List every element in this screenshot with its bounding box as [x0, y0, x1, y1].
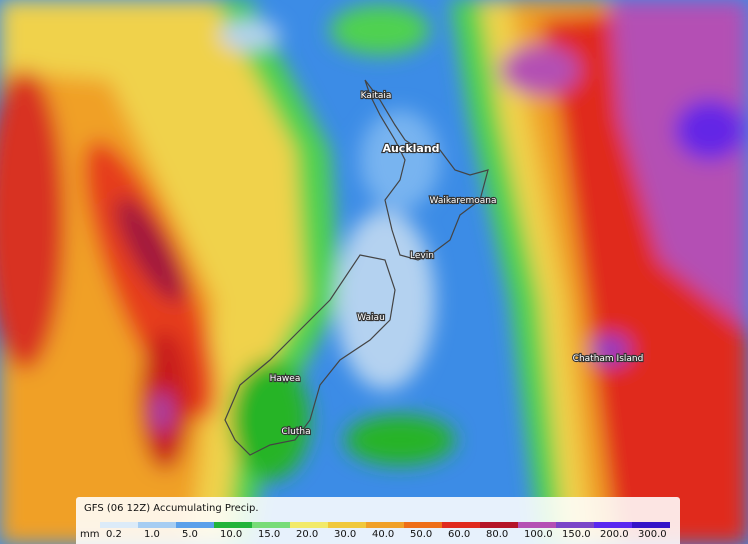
legend-label: 15.0 [258, 529, 281, 540]
color-swatch [252, 522, 290, 528]
color-swatch [366, 522, 404, 528]
legend-unit: mm [80, 529, 100, 540]
legend-label: 40.0 [372, 529, 395, 540]
legend-label: 30.0 [334, 529, 357, 540]
legend-label: 10.0 [220, 529, 243, 540]
place-label: Chatham Island [573, 354, 644, 364]
place-label: Levin [410, 251, 434, 261]
legend-label: 100.0 [524, 529, 553, 540]
color-swatch [594, 522, 632, 528]
color-swatch [328, 522, 366, 528]
legend-label: 60.0 [448, 529, 471, 540]
legend-title: GFS (06 12Z) Accumulating Precip. [84, 503, 259, 514]
color-swatch [480, 522, 518, 528]
legend-label: 5.0 [182, 529, 198, 540]
color-swatch [138, 522, 176, 528]
legend-label: 0.2 [106, 529, 122, 540]
color-swatch [632, 522, 670, 528]
legend-label: 150.0 [562, 529, 591, 540]
north-island-coast [364, 79, 489, 261]
color-swatch [176, 522, 214, 528]
place-label: Waiau [357, 313, 385, 323]
color-swatch [556, 522, 594, 528]
color-swatch [214, 522, 252, 528]
place-label: Clutha [281, 427, 310, 437]
place-label: Hawea [270, 374, 301, 384]
color-swatch [442, 522, 480, 528]
legend-label: 200.0 [600, 529, 629, 540]
place-label: Kaitaia [361, 91, 392, 101]
color-swatch [404, 522, 442, 528]
legend: GFS (06 12Z) Accumulating Precip. mm 0.2… [76, 497, 680, 544]
legend-label: 300.0 [638, 529, 667, 540]
legend-label: 80.0 [486, 529, 509, 540]
legend-label: 20.0 [296, 529, 319, 540]
legend-label: 50.0 [410, 529, 433, 540]
color-swatch [290, 522, 328, 528]
place-label: Waikaremoana [430, 196, 497, 206]
place-label: Auckland [382, 142, 439, 155]
legend-label: 1.0 [144, 529, 160, 540]
color-bar [100, 522, 670, 528]
color-swatch [518, 522, 556, 528]
south-island-coast [224, 254, 396, 456]
color-swatch [100, 522, 138, 528]
